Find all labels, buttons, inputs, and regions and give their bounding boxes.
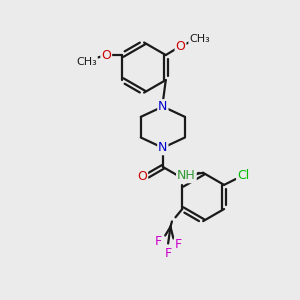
- Text: Cl: Cl: [237, 169, 249, 182]
- Text: N: N: [158, 141, 167, 154]
- Text: F: F: [165, 247, 172, 260]
- Text: N: N: [158, 100, 167, 113]
- Text: CH₃: CH₃: [76, 57, 97, 67]
- Text: O: O: [137, 170, 147, 183]
- Text: NH: NH: [177, 169, 196, 182]
- Text: F: F: [155, 235, 162, 248]
- Text: O: O: [101, 49, 111, 62]
- Text: O: O: [176, 40, 185, 53]
- Text: CH₃: CH₃: [189, 34, 210, 44]
- Text: F: F: [175, 238, 182, 251]
